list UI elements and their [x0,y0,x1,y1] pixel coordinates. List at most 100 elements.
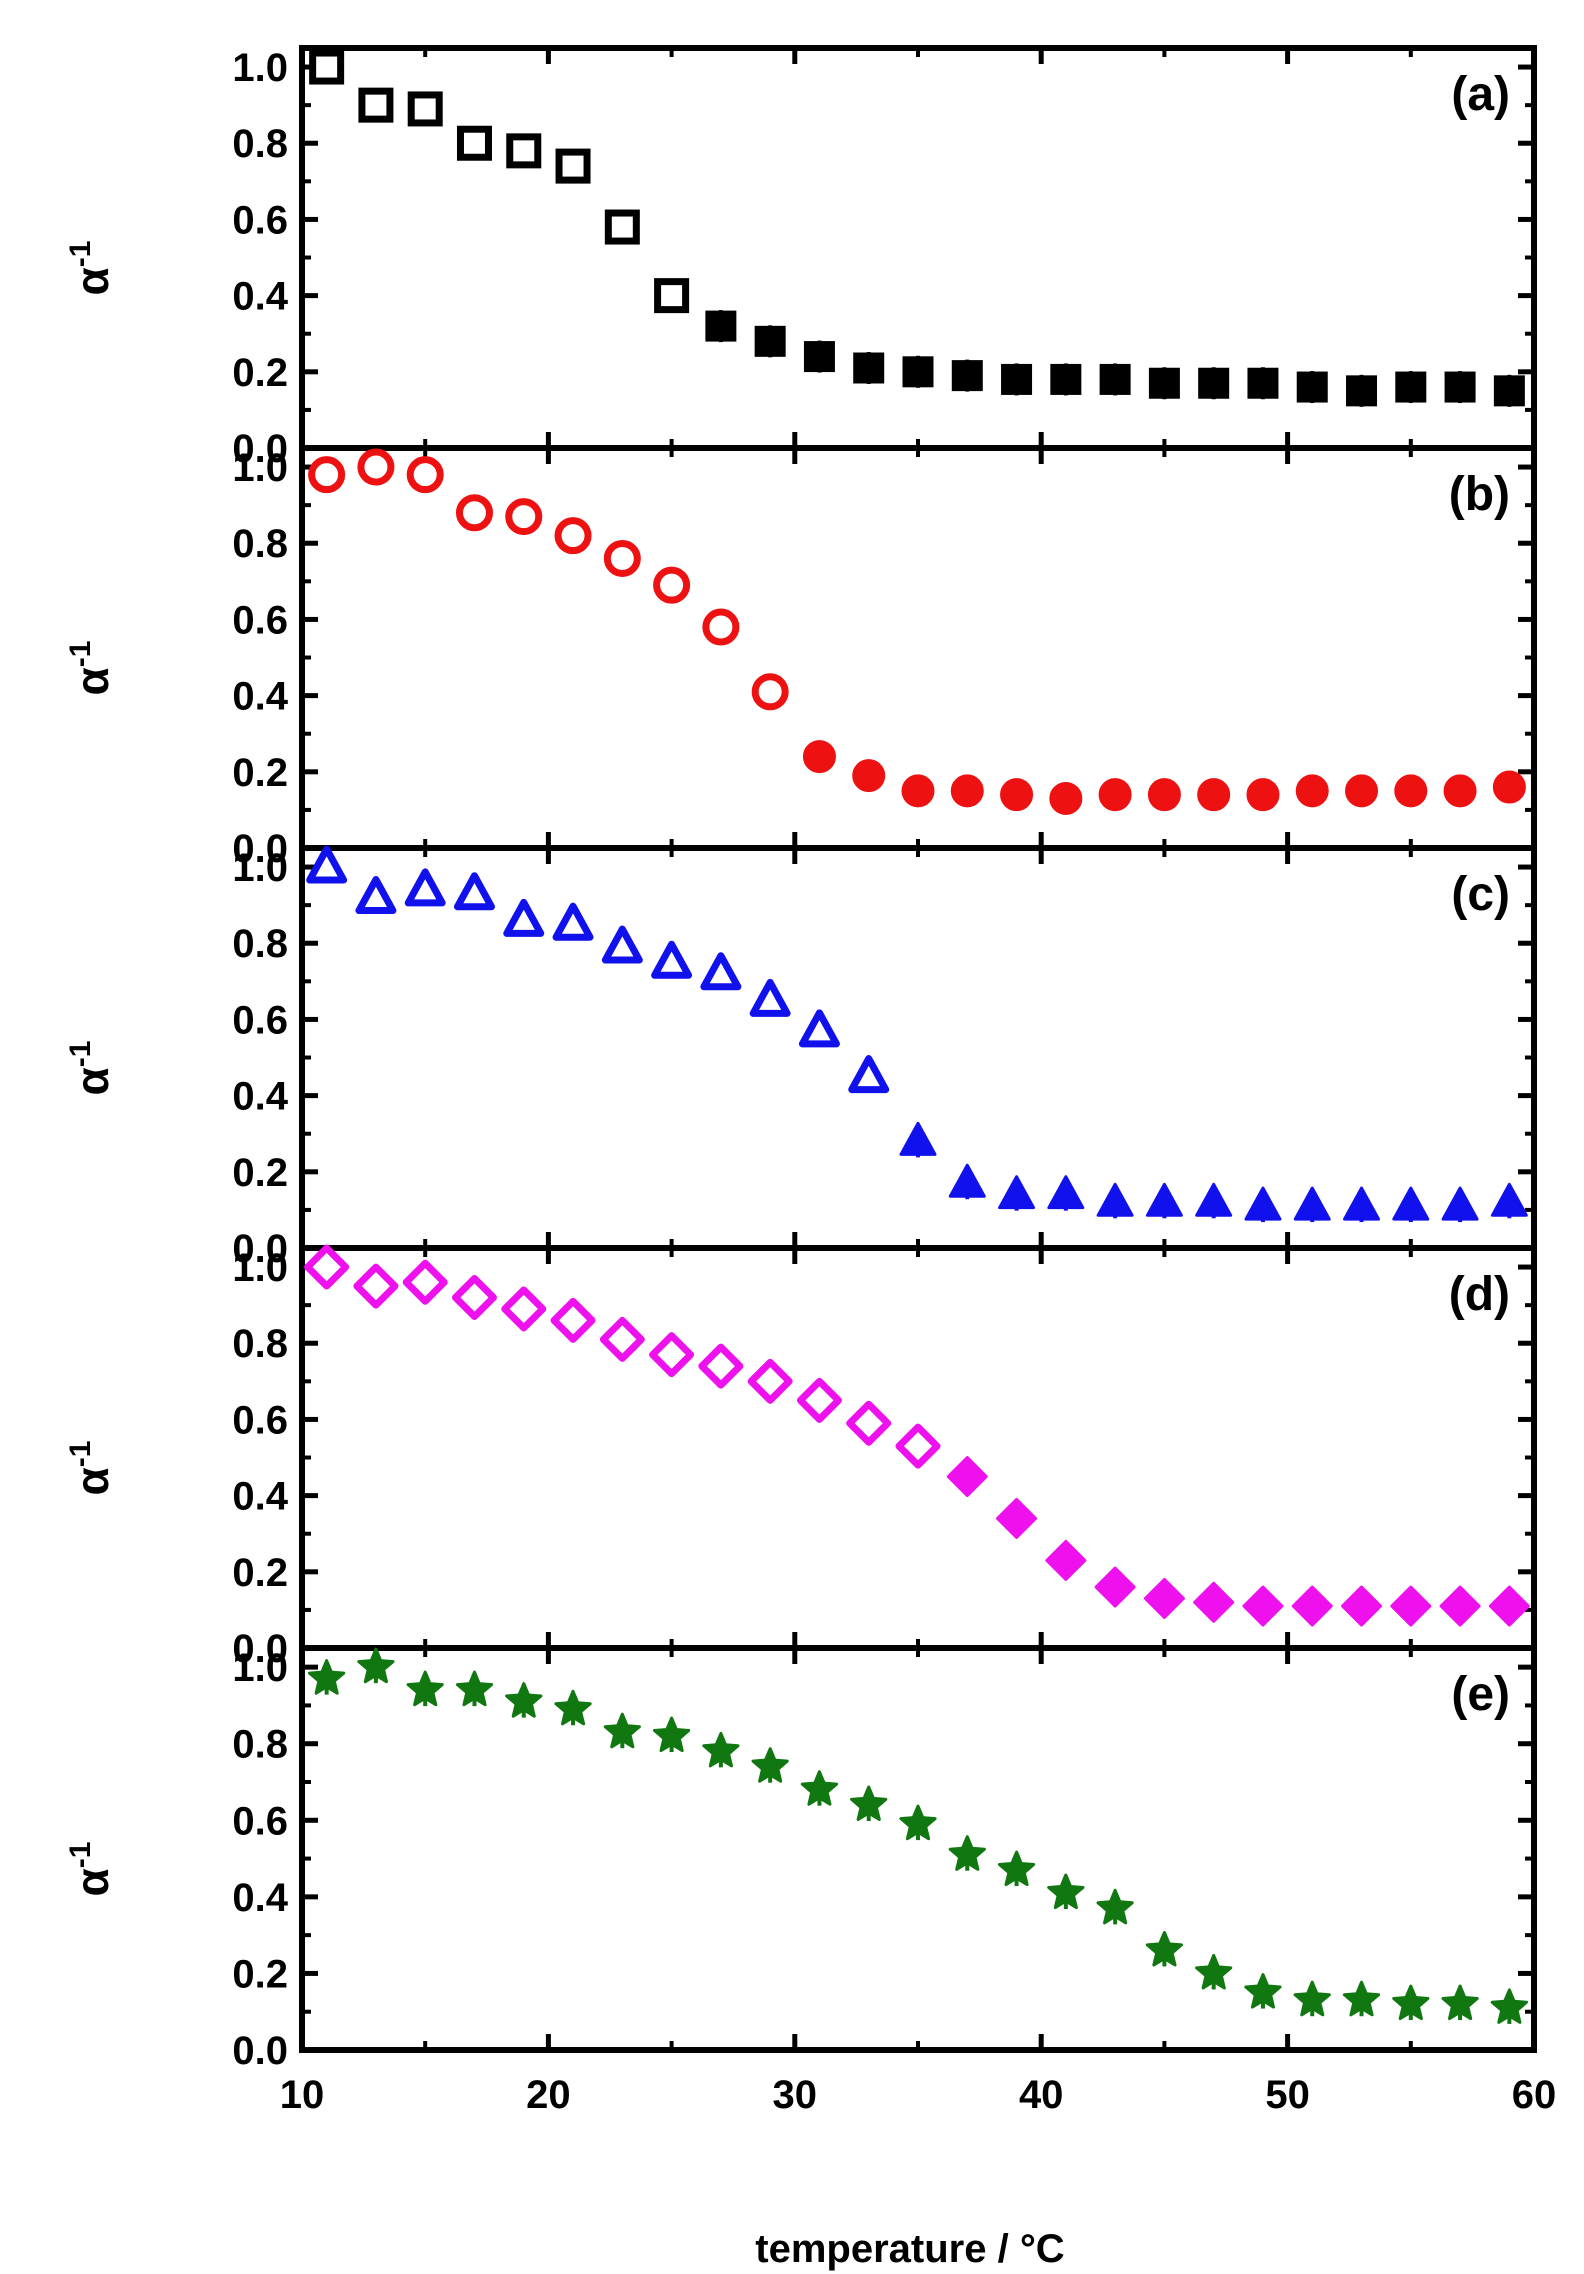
panel-label: (b) [1449,468,1510,521]
panel-a: 0.0 0.2 0.4 0.6 0.8 1.0 α-1 (a) [64,45,1537,471]
data-point [1145,1931,1183,1967]
data-point [1295,774,1329,808]
data-point [1197,778,1231,812]
data-point [1293,1980,1331,2017]
data-point [948,1835,986,1871]
data-point [853,352,885,384]
data-point [554,517,592,555]
data-point [951,360,983,392]
data-point [848,1055,890,1094]
y-axis-label: α-1 [64,1041,118,1096]
data-point [1441,1984,1479,2021]
data-point [1341,1585,1383,1627]
data-point [455,1670,494,1707]
data-point [308,456,346,494]
data-point [599,1316,645,1362]
data-point [505,498,543,536]
y-tick-label: 0.0 [232,427,288,471]
data-point [702,608,740,646]
y-axis-label: α-1 [64,241,118,296]
y-axis-label-symbol: α [66,1067,118,1095]
data-point [803,341,835,373]
data-point [555,148,591,184]
y-axis-label: α-1 [64,641,118,696]
panel-b: 0.0 0.2 0.4 0.6 0.8 1.0 α-1 (b) [64,445,1537,871]
panel-c: 0.0 0.2 0.4 0.6 0.8 1.0 α-1 (c) [64,845,1537,1271]
data-point [1242,1585,1284,1627]
panel-e: 0.0 0.2 0.4 0.6 0.8 1.0 α-1 (e) [64,1645,1537,2073]
data-point [1345,774,1379,808]
data-point [1444,371,1476,403]
data-point [1490,1988,1528,2024]
y-tick-label: 0.4 [232,675,288,719]
y-tick-label: 0.4 [232,275,288,319]
y-tick-label: 0.6 [232,1799,288,1843]
y-tick-label: 1.0 [232,46,288,90]
data-point [1394,774,1428,808]
data-point [1045,1539,1087,1581]
data-point [1342,1980,1381,2017]
data-point [357,448,395,486]
data-point [604,209,640,245]
y-tick-label: 0.6 [232,198,288,242]
data-point [705,310,737,342]
x-axis: 10 20 30 40 50 60 [280,2073,1557,2117]
y-tick-label: 0.8 [232,1723,288,1767]
y-tick-label: 0.0 [232,2029,288,2073]
y-axis-label-symbol: α [66,1467,118,1495]
data-point [850,1785,888,1821]
data-point [651,940,693,979]
data-point [1000,778,1034,812]
data-point [1247,367,1279,399]
y-axis-label-superscript: -1 [64,641,97,668]
data-point [550,1297,596,1343]
data-point [456,125,492,161]
x-tick-label: 40 [1019,2073,1064,2117]
x-tick-label: 30 [773,2073,818,2117]
y-axis-label-symbol: α [66,267,118,295]
data-point [358,87,394,123]
x-tick-label: 60 [1512,2073,1557,2117]
data-point [1094,1566,1136,1608]
panel-label: (a) [1451,68,1510,121]
data-point [751,1747,789,1783]
y-axis-label-superscript: -1 [64,1441,97,1468]
y-tick-label: 0.6 [232,1398,288,1442]
data-point [895,1423,941,1469]
data-point [451,1275,497,1321]
data-point [1291,1585,1333,1627]
data-point [505,1682,543,1718]
y-tick-label: 0.6 [232,998,288,1042]
y-axis-label: α-1 [64,1842,118,1897]
data-point [946,1456,988,1498]
y-tick-label: 0.6 [232,598,288,642]
data-point [1441,1186,1479,1221]
data-point [309,49,345,85]
data-point [1096,1182,1134,1217]
data-point [996,1497,1038,1539]
data-point [852,759,886,793]
data-point [308,1659,346,1695]
data-point [747,1358,793,1404]
data-point [1047,1873,1085,1910]
y-tick-label: 0.2 [232,351,288,395]
y-axis-label-superscript: -1 [64,1842,97,1869]
data-point [902,356,934,388]
data-point [407,91,443,127]
x-tick-label: 10 [280,2073,325,2117]
x-tick-label: 50 [1265,2073,1310,2117]
data-point [455,494,493,532]
data-point [1195,1953,1233,1990]
y-tick-label: 1.0 [232,1246,288,1290]
data-point [998,1175,1036,1210]
y-axis-label: α-1 [64,1441,118,1496]
y-axis-label-superscript: -1 [64,1041,97,1068]
data-point [1099,363,1131,395]
x-axis-label: temperature / °C [755,2227,1064,2271]
data-point [653,1716,691,1753]
panel-d: 0.0 0.2 0.4 0.6 0.8 1.0 α-1 (d) [64,1244,1537,1671]
data-point [1050,363,1082,395]
data-point [304,1244,350,1290]
data-point [1439,1585,1481,1627]
